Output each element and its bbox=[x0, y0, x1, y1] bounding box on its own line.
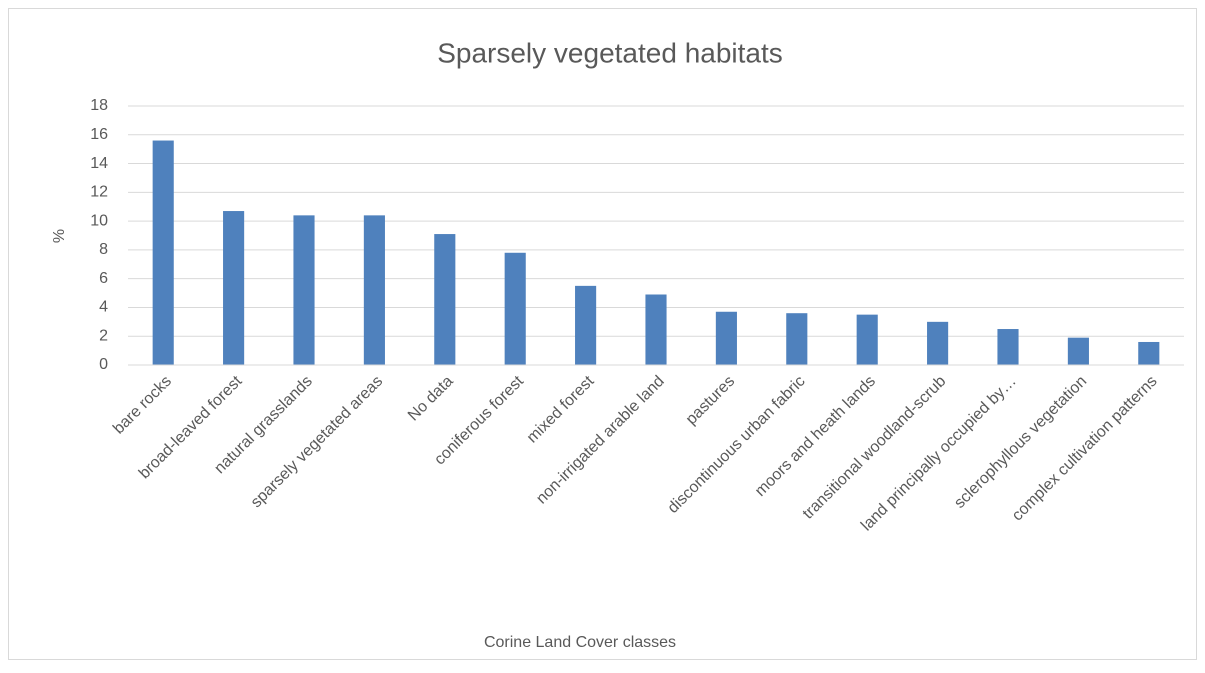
y-tick-label: 4 bbox=[99, 299, 108, 316]
y-tick-label: 8 bbox=[99, 241, 108, 258]
bar bbox=[786, 313, 808, 365]
bar bbox=[997, 329, 1019, 365]
y-tick-label: 12 bbox=[90, 184, 108, 201]
bar bbox=[434, 234, 456, 365]
bar bbox=[856, 314, 878, 365]
bar bbox=[223, 211, 245, 365]
bar bbox=[1138, 341, 1160, 365]
y-tick-label: 6 bbox=[99, 270, 108, 287]
y-axis-label: % bbox=[51, 229, 68, 243]
y-tick-label: 16 bbox=[90, 126, 108, 143]
bar bbox=[152, 140, 174, 365]
bar bbox=[1067, 337, 1089, 365]
y-tick-label: 0 bbox=[99, 356, 108, 373]
bar bbox=[645, 294, 667, 365]
bar bbox=[715, 311, 737, 365]
bar bbox=[293, 215, 315, 365]
bar bbox=[363, 215, 385, 365]
bar bbox=[575, 285, 597, 365]
chart-title: Sparsely vegetated habitats bbox=[437, 37, 783, 68]
bar bbox=[927, 321, 949, 365]
y-tick-label: 18 bbox=[90, 97, 108, 114]
bar bbox=[504, 252, 526, 365]
y-tick-label: 10 bbox=[90, 212, 108, 229]
y-tick-label: 2 bbox=[99, 327, 108, 344]
x-axis-label: Corine Land Cover classes bbox=[484, 634, 676, 651]
y-tick-label: 14 bbox=[90, 155, 108, 172]
